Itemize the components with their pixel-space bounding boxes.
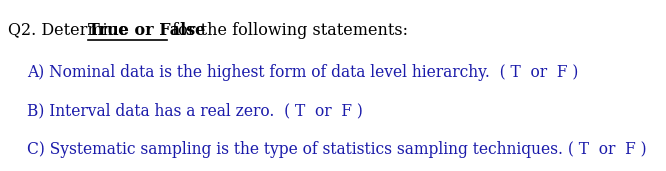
Text: Q2. Determine: Q2. Determine: [9, 22, 133, 39]
Text: A) Nominal data is the highest form of data level hierarchy.  ( T  or  F ): A) Nominal data is the highest form of d…: [27, 64, 579, 81]
Text: for the following statements:: for the following statements:: [166, 22, 408, 39]
Text: B) Interval data has a real zero.  ( T  or  F ): B) Interval data has a real zero. ( T or…: [27, 102, 363, 119]
Text: C) Systematic sampling is the type of statistics sampling techniques. ( T  or  F: C) Systematic sampling is the type of st…: [27, 141, 647, 158]
Text: True or False: True or False: [87, 22, 204, 39]
